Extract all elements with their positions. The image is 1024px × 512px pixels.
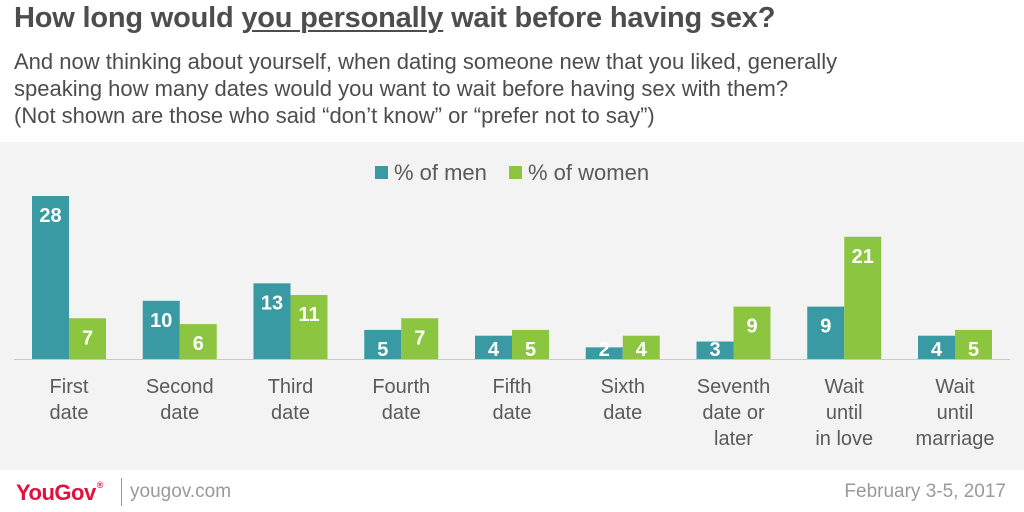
x-tick-label-7: Wait until in love bbox=[815, 376, 873, 450]
x-tick-label-5-line-1: date bbox=[603, 402, 642, 424]
bar-men-4 bbox=[475, 335, 512, 359]
x-tick-label-0-line-1: date bbox=[50, 402, 89, 424]
title-text-after: wait before having sex? bbox=[443, 2, 776, 34]
bar-women-0 bbox=[69, 318, 106, 359]
bar-women-2 bbox=[290, 294, 328, 359]
logo-mark: ® bbox=[96, 480, 104, 490]
x-tick-label-8-line-2: marriage bbox=[916, 428, 995, 450]
data-label-men-3: 5 bbox=[377, 339, 388, 361]
data-label-men-7: 9 bbox=[820, 316, 831, 338]
data-label-men-0: 28 bbox=[39, 205, 61, 227]
data-label-men-1: 10 bbox=[150, 310, 172, 332]
legend-label-men: % of men bbox=[393, 160, 487, 185]
x-tick-label-3: Fourth date bbox=[372, 376, 430, 424]
data-label-women-3: 7 bbox=[414, 327, 425, 349]
x-tick-label-0-line-0: First bbox=[50, 376, 89, 398]
bar-women-5 bbox=[622, 335, 660, 359]
data-label-women-7: 21 bbox=[852, 246, 874, 268]
x-tick-label-2-line-0: Third bbox=[268, 376, 314, 398]
data-label-men-4: 4 bbox=[488, 339, 500, 361]
logo-text: YouGov bbox=[16, 480, 96, 505]
legend-label-women: % of women bbox=[528, 160, 650, 185]
x-tick-label-4-line-1: date bbox=[493, 402, 532, 424]
chart-subtitle: And now thinking about yourself, when da… bbox=[14, 48, 1004, 129]
subtitle-line-3: (Not shown are those who said “don’t kno… bbox=[14, 103, 655, 128]
x-tick-label-3-line-0: Fourth bbox=[372, 376, 430, 398]
bar-men-0 bbox=[32, 196, 69, 359]
x-tick-label-1-line-1: date bbox=[160, 402, 199, 424]
x-tick-label-0: First date bbox=[50, 376, 89, 424]
x-tick-label-4: Fifth date bbox=[493, 376, 532, 424]
footer: YouGov® yougov.com February 3-5, 2017 bbox=[0, 470, 1024, 512]
x-tick-label-6-line-0: Seventh bbox=[697, 376, 770, 398]
x-tick-label-7-line-0: Wait bbox=[825, 376, 865, 398]
subtitle-line-1: And now thinking about yourself, when da… bbox=[14, 49, 838, 74]
bar-men-6 bbox=[696, 341, 734, 359]
data-label-men-6: 3 bbox=[709, 339, 720, 361]
bar-men-8 bbox=[918, 335, 955, 359]
x-tick-label-1-line-0: Second bbox=[146, 376, 214, 398]
x-tick-label-6: Seventh date or later bbox=[697, 376, 770, 450]
x-tick-label-8-line-0: Wait bbox=[935, 376, 975, 398]
data-label-women-5: 4 bbox=[636, 339, 648, 361]
x-tick-label-5-line-0: Sixth bbox=[601, 376, 645, 398]
data-label-women-6: 9 bbox=[746, 316, 757, 338]
x-tick-label-1: Second date bbox=[146, 376, 214, 424]
bar-women-3 bbox=[401, 318, 439, 359]
x-tick-label-8: Wait until marriage bbox=[916, 376, 995, 450]
website-link[interactable]: yougov.com bbox=[130, 481, 232, 502]
plot-area: % of men % of women 28 7 First date 10 6 Secon… bbox=[0, 142, 1024, 470]
title-text-highlight: you personally bbox=[241, 2, 444, 34]
x-tick-label-8-line-1: until bbox=[937, 402, 974, 424]
survey-date: February 3-5, 2017 bbox=[844, 481, 1006, 502]
footer-divider bbox=[121, 478, 122, 506]
bar-men-7 bbox=[807, 306, 845, 359]
x-tick-label-6-line-1: date or bbox=[702, 402, 765, 424]
bar-women-4 bbox=[512, 329, 549, 359]
x-tick-label-4-line-0: Fifth bbox=[493, 376, 532, 398]
bar-men-2 bbox=[253, 283, 291, 359]
legend: % of men % of women bbox=[0, 160, 1024, 186]
header: How long would you personally wait befor… bbox=[0, 0, 1024, 142]
yougov-logo: YouGov® bbox=[16, 480, 103, 506]
x-tick-label-6-line-2: later bbox=[714, 428, 753, 450]
data-label-women-2: 11 bbox=[298, 304, 319, 326]
bar-women-8 bbox=[955, 329, 992, 359]
data-label-women-8: 5 bbox=[968, 339, 979, 361]
bar-men-1 bbox=[142, 300, 180, 359]
bar-men-3 bbox=[364, 329, 402, 359]
x-tick-label-7-line-2: in love bbox=[815, 428, 873, 450]
bar-men-5 bbox=[585, 347, 623, 359]
bar-women-7 bbox=[844, 236, 882, 359]
data-label-men-8: 4 bbox=[931, 339, 943, 361]
chart-title: How long would you personally wait befor… bbox=[14, 2, 775, 35]
bar-women-6 bbox=[733, 306, 771, 359]
data-label-men-2: 13 bbox=[261, 292, 283, 314]
x-tick-label-2: Third date bbox=[268, 376, 314, 424]
legend-swatch-men bbox=[374, 166, 388, 179]
x-tick-label-2-line-1: date bbox=[271, 402, 310, 424]
x-tick-label-3-line-1: date bbox=[382, 402, 421, 424]
bar-women-1 bbox=[179, 324, 217, 359]
data-label-men-5: 2 bbox=[599, 339, 610, 361]
legend-swatch-women bbox=[509, 166, 522, 179]
title-text-before: How long would bbox=[14, 2, 242, 34]
bar-chart: 28 7 First date 10 6 Second date 13 11 Third date 5 7… bbox=[14, 196, 1010, 450]
data-label-women-4: 5 bbox=[525, 339, 536, 361]
legend-item-women: % of women bbox=[509, 160, 649, 186]
data-label-women-1: 6 bbox=[193, 333, 204, 355]
x-tick-label-7-line-1: until bbox=[826, 402, 863, 424]
subtitle-line-2: speaking how many dates would you want t… bbox=[14, 76, 789, 101]
legend-item-men: % of men bbox=[374, 160, 487, 186]
x-tick-label-5: Sixth date bbox=[601, 376, 645, 424]
data-label-women-0: 7 bbox=[82, 327, 93, 349]
